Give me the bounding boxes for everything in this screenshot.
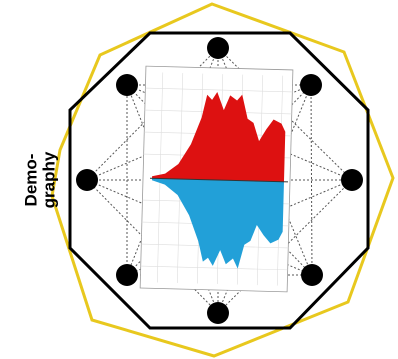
node: [301, 264, 323, 286]
nodes: [76, 37, 363, 324]
label-line: graphy: [39, 151, 58, 208]
node: [207, 302, 229, 324]
node: [116, 74, 138, 96]
node: [341, 169, 363, 191]
pyramid-chart: [139, 65, 294, 293]
inner-octagon: [68, 31, 370, 330]
male-area: [152, 91, 286, 182]
node: [116, 264, 138, 286]
label-line: Demo-: [21, 154, 40, 207]
female-area: [151, 178, 284, 269]
node: [300, 74, 322, 96]
node: [207, 37, 229, 59]
node: [76, 169, 98, 191]
axis-line: [150, 177, 288, 183]
